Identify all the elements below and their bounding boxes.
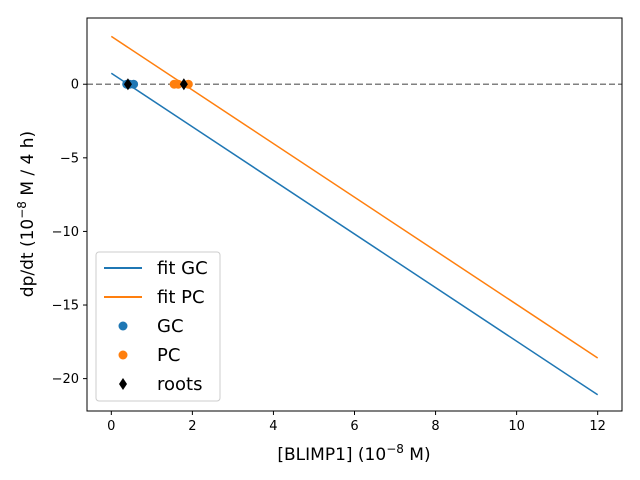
- y-tick-label: 0: [71, 78, 79, 93]
- y-axis-label: dp/dt (10−8 M / 4 h): [15, 131, 38, 297]
- y-tick-label: −15: [52, 299, 79, 314]
- y-tick-label: −5: [60, 151, 79, 166]
- x-tick-label: 12: [589, 419, 606, 434]
- series-line-fit-pc: [110, 35, 599, 359]
- legend-label-fit-gc: fit GC: [157, 258, 208, 279]
- legend-label-fit-pc: fit PC: [157, 287, 205, 308]
- legend-box: [95, 251, 221, 402]
- point-gc: [129, 79, 139, 89]
- point-roots: [123, 78, 132, 91]
- plot-content: [87, 35, 622, 396]
- x-axis-label: [BLIMP1] (10−8 M): [277, 442, 430, 465]
- x-tick-label: 4: [269, 419, 277, 434]
- y-tick-label: −10: [52, 225, 79, 240]
- legend-label-roots: roots: [157, 374, 202, 395]
- legend: fit GC fit PC GC PC roots: [95, 251, 221, 402]
- x-axis-label-exponent: −8: [386, 442, 404, 456]
- y-axis-ticks: 0 −5 −10 −15 −20: [52, 78, 87, 387]
- x-tick-label: 10: [508, 419, 525, 434]
- series-line-fit-gc: [110, 72, 599, 396]
- x-axis-ticks: 0 2 4 6 8 10 12: [107, 411, 606, 434]
- x-tick-label: 2: [188, 419, 196, 434]
- point-pc: [173, 79, 183, 89]
- x-tick-label: 8: [431, 419, 439, 434]
- legend-swatch-gc: [118, 321, 128, 331]
- legend-label-pc: PC: [157, 345, 180, 366]
- y-axis-label-exponent: −8: [15, 201, 29, 219]
- x-tick-label: 6: [350, 419, 358, 434]
- legend-swatch-roots: [119, 378, 127, 390]
- y-tick-label: −20: [52, 372, 79, 387]
- x-tick-label: 0: [107, 419, 115, 434]
- legend-label-gc: GC: [157, 316, 184, 337]
- point-roots: [179, 78, 188, 91]
- legend-swatch-pc: [118, 350, 128, 360]
